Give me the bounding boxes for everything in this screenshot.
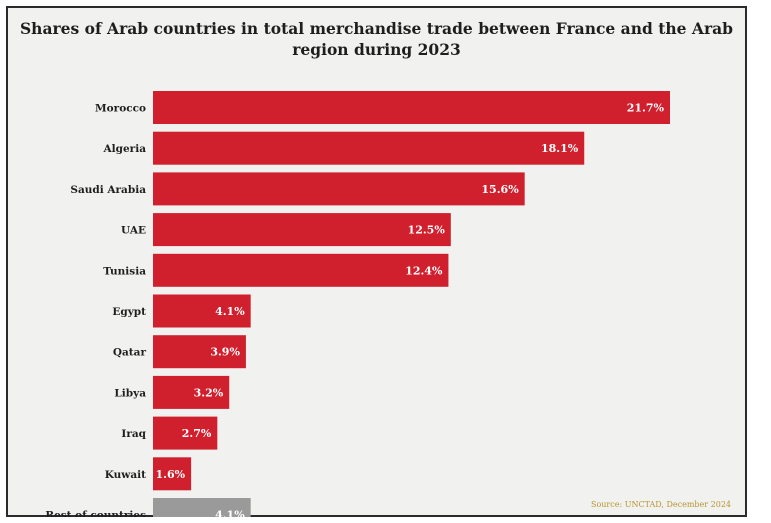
value-label-morocco: 21.7% xyxy=(627,102,665,115)
bar-tunisia xyxy=(153,253,449,287)
value-label-uae: 12.5% xyxy=(408,224,446,237)
value-label-libya: 3.2% xyxy=(194,386,224,399)
value-label-tunisia: 12.4% xyxy=(405,264,443,277)
bar-rest-of-countries xyxy=(153,498,251,517)
value-label-algeria: 18.1% xyxy=(541,142,579,155)
chart-frame: Shares of Arab countries in total mercha… xyxy=(6,6,747,517)
category-label-egypt: Egypt xyxy=(112,306,146,318)
source-note: Source: UNCTAD, December 2024 xyxy=(590,500,731,509)
bar-chart: Morocco 21.7% Algeria 18.1% Saudi Arabia 15.6… xyxy=(45,91,670,518)
category-label-morocco: Morocco xyxy=(95,103,146,115)
chart-title: Shares of Arab countries in total mercha… xyxy=(19,19,733,59)
category-label-libya: Libya xyxy=(114,387,146,399)
category-label-algeria: Algeria xyxy=(103,143,147,155)
value-label-egypt: 4.1% xyxy=(215,305,245,318)
category-label-rest-of-countries: Rest of countries xyxy=(45,510,146,518)
bar-algeria xyxy=(153,131,585,165)
bar-morocco xyxy=(153,91,670,124)
bar-iraq xyxy=(153,416,218,450)
category-label-saudi-arabia: Saudi Arabia xyxy=(70,184,146,196)
category-label-kuwait: Kuwait xyxy=(105,469,146,481)
value-label-kuwait: 1.6% xyxy=(156,468,186,481)
category-label-uae: UAE xyxy=(121,225,146,237)
value-label-qatar: 3.9% xyxy=(210,346,240,359)
category-label-qatar: Qatar xyxy=(113,347,147,359)
bar-kuwait xyxy=(153,457,192,491)
value-label-iraq: 2.7% xyxy=(182,427,212,440)
value-label-saudi-arabia: 15.6% xyxy=(481,183,519,196)
value-label-rest-of-countries: 4.1% xyxy=(215,509,245,518)
bar-qatar xyxy=(153,335,246,369)
bar-saudi-arabia xyxy=(153,172,525,206)
bar-libya xyxy=(153,375,230,409)
category-label-tunisia: Tunisia xyxy=(103,265,146,277)
bar-egypt xyxy=(153,294,251,328)
category-label-iraq: Iraq xyxy=(121,428,146,440)
bar-uae xyxy=(153,213,451,247)
